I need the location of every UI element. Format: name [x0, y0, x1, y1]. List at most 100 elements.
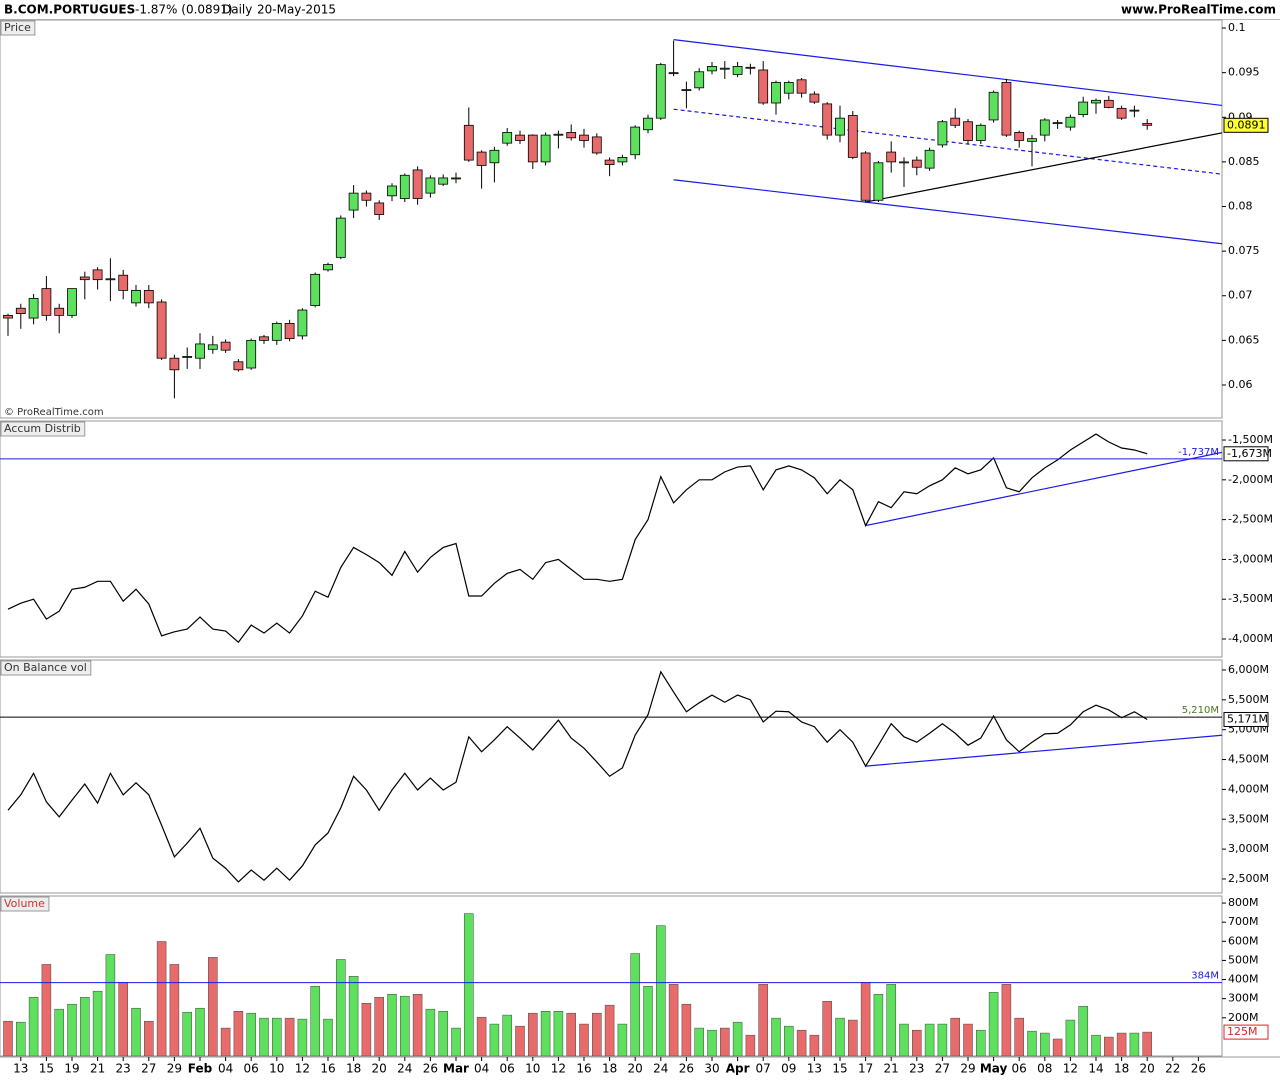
candle-body — [899, 161, 909, 164]
volume-bar — [67, 1003, 77, 1056]
volume-bar — [144, 1020, 154, 1056]
last-value-label: -1,673M — [1227, 447, 1272, 460]
candle-body — [1103, 99, 1114, 108]
trend-line — [865, 451, 1222, 527]
volume-bar — [860, 982, 871, 1056]
volume-bar — [886, 984, 896, 1056]
panel-plot — [7, 670, 1222, 883]
volume-bar — [771, 1017, 781, 1056]
volume-bar — [809, 1034, 820, 1056]
candle-body — [54, 307, 65, 316]
candle-body — [502, 132, 513, 144]
y-tick-label: 0.08 — [1228, 200, 1253, 213]
volume-bar — [105, 954, 116, 1056]
volume-bar — [425, 1008, 436, 1056]
candle-body — [348, 192, 359, 211]
volume-bar — [1129, 1032, 1140, 1056]
candle-body — [335, 217, 346, 258]
candle-body — [643, 117, 653, 131]
trend-line — [865, 132, 1222, 203]
volume-bar — [195, 1007, 205, 1056]
panel-title-box — [0, 896, 50, 912]
volume-bar — [976, 1029, 986, 1056]
volume-bar — [310, 985, 320, 1056]
volume-bar — [745, 1034, 756, 1056]
date: 20-May-2015 — [257, 3, 336, 17]
last-value-box — [1223, 446, 1269, 462]
candle-body — [463, 124, 474, 161]
level-label: 384M — [1191, 971, 1219, 982]
volume-bar — [617, 1023, 628, 1056]
volume-bar — [54, 1008, 64, 1056]
candle-body — [527, 134, 538, 163]
volume-bar — [899, 1023, 909, 1056]
panel-plot — [3, 39, 1222, 399]
candle-body — [412, 169, 423, 199]
panel-title: Volume — [4, 897, 45, 910]
x-tick-label: 24 — [653, 1062, 668, 1076]
candle-body — [207, 344, 218, 350]
volume-bar — [924, 1023, 935, 1056]
x-tick-label: 13 — [807, 1062, 822, 1076]
candle-body — [1129, 109, 1140, 112]
volume-bar — [579, 1023, 589, 1056]
trend-line — [673, 179, 1222, 245]
y-tick-label: 0.085 — [1228, 155, 1260, 168]
panel-background — [0, 659, 1223, 894]
volume-bar — [720, 1027, 730, 1056]
x-tick-label: 18 — [346, 1062, 361, 1076]
candle-body — [3, 314, 13, 319]
x-tick-label: 08 — [1037, 1062, 1052, 1076]
x-tick-label: 20 — [628, 1062, 643, 1076]
y-tick-label: 0.06 — [1228, 378, 1253, 391]
candle-body — [310, 273, 321, 306]
candle-body — [694, 71, 705, 89]
y-tick-label: 0.1 — [1228, 21, 1246, 34]
volume-bar — [873, 994, 884, 1056]
x-tick-label: 27 — [141, 1062, 156, 1076]
x-tick-label: 29 — [167, 1062, 182, 1076]
x-tick-label: 21 — [90, 1062, 105, 1076]
candle-body — [476, 151, 487, 166]
candle-body — [617, 157, 628, 163]
volume-bar — [950, 1017, 960, 1056]
candle-body — [156, 301, 167, 359]
candle-body — [783, 82, 794, 94]
last-value-box — [1223, 1024, 1269, 1040]
candle-body — [745, 66, 756, 69]
volume-bar — [92, 990, 103, 1056]
volume-bar — [489, 1023, 500, 1056]
volume-bar — [694, 1027, 704, 1056]
volume-bar — [553, 1011, 564, 1056]
candle-body — [438, 177, 449, 185]
panel-background — [0, 420, 1223, 658]
candle-body — [1091, 99, 1101, 104]
volume-bar — [963, 1023, 973, 1056]
volume-bar — [604, 1004, 615, 1056]
y-tick-label: 4,500M — [1228, 753, 1269, 766]
volume-bar — [784, 1025, 794, 1056]
volume-bar — [361, 1002, 372, 1056]
volume-bar — [1052, 1038, 1063, 1056]
volume-bar — [16, 1021, 26, 1056]
volume-bar — [131, 1007, 141, 1056]
candle-body — [1078, 101, 1089, 115]
volume-bar — [848, 1019, 858, 1056]
x-tick-label: 18 — [602, 1062, 617, 1076]
x-tick-label: 20 — [372, 1062, 387, 1076]
last-value-box — [1223, 711, 1269, 727]
x-tick-label: 20 — [1140, 1062, 1155, 1076]
candle-body — [707, 66, 717, 72]
candle-body — [604, 159, 615, 165]
volume-bar — [28, 997, 39, 1056]
x-tick-label: 09 — [781, 1062, 796, 1076]
volume-bar — [246, 1012, 256, 1056]
volume-bar — [182, 1011, 192, 1056]
y-tick-label: 700M — [1228, 915, 1259, 928]
x-tick-label: 16 — [320, 1062, 335, 1076]
x-tick-label: 15 — [832, 1062, 847, 1076]
candle-body — [732, 66, 743, 75]
x-tick-label: 04 — [218, 1062, 233, 1076]
x-tick-label: 12 — [295, 1062, 310, 1076]
candle-body — [425, 177, 436, 194]
